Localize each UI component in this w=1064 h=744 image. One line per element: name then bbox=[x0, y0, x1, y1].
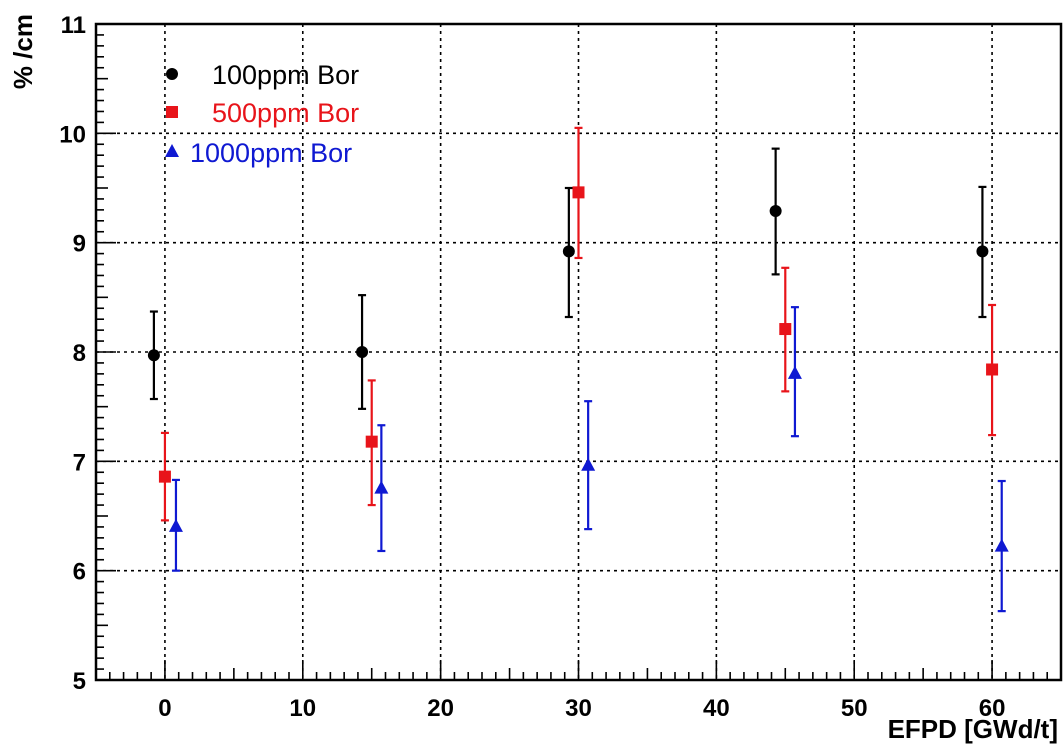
grid-lines bbox=[96, 24, 1061, 680]
y-tick-label: 8 bbox=[73, 340, 86, 367]
legend-item: 1000ppm Bor bbox=[165, 138, 352, 168]
legend-item: 500ppm Bor bbox=[166, 98, 359, 128]
y-tick-label: 7 bbox=[73, 449, 86, 476]
data-point-square bbox=[986, 363, 999, 376]
axis-ticks bbox=[95, 23, 1062, 681]
data-point-square bbox=[158, 470, 171, 483]
data-point-circle bbox=[356, 346, 369, 358]
x-tick-label: 0 bbox=[158, 695, 171, 722]
series-100ppm-bor bbox=[147, 147, 989, 410]
x-tick-label: 50 bbox=[841, 695, 868, 722]
legend: 100ppm Bor 500ppm Bor 1000ppm Bor bbox=[165, 60, 359, 168]
legend-item: 100ppm Bor bbox=[166, 60, 359, 90]
series-layer bbox=[147, 126, 1009, 613]
y-tick-label: 10 bbox=[59, 121, 86, 148]
data-point-triangle bbox=[168, 518, 183, 532]
plot-frame bbox=[94, 22, 1063, 682]
data-point-triangle bbox=[374, 480, 389, 494]
data-point-triangle bbox=[581, 457, 596, 471]
x-tick-label: 30 bbox=[565, 695, 592, 722]
data-point-triangle bbox=[165, 144, 179, 157]
x-tick-label: 40 bbox=[703, 695, 730, 722]
data-point-square bbox=[166, 106, 178, 118]
data-point-triangle bbox=[994, 538, 1009, 552]
data-point-square bbox=[365, 435, 378, 448]
y-tick-label: 11 bbox=[61, 12, 86, 39]
tick-labels: 0 10 20 30 40 50 60 5 6 7 8 9 10 11 bbox=[59, 12, 1005, 722]
y-tick-label: 5 bbox=[73, 668, 86, 695]
x-tick-label: 20 bbox=[427, 695, 454, 722]
y-tick-label: 9 bbox=[73, 231, 86, 258]
data-point-triangle bbox=[787, 365, 802, 379]
data-point-square bbox=[572, 186, 585, 199]
legend-label: 1000ppm Bor bbox=[190, 138, 352, 168]
x-tick-label: 60 bbox=[979, 695, 1006, 722]
data-point-circle bbox=[166, 68, 178, 80]
y-tick-label: 6 bbox=[73, 559, 86, 586]
x-tick-label: 10 bbox=[289, 695, 316, 722]
data-point-circle bbox=[976, 245, 989, 258]
series-1000ppm-bor bbox=[168, 306, 1009, 613]
legend-label: 500ppm Bor bbox=[212, 98, 359, 128]
data-point-circle bbox=[769, 204, 782, 217]
data-point-square bbox=[779, 323, 792, 336]
legend-label: 100ppm Bor bbox=[212, 60, 359, 90]
data-point-circle bbox=[147, 349, 160, 362]
series-500ppm-bor bbox=[158, 126, 999, 522]
y-axis-title: % /cm bbox=[8, 14, 38, 89]
data-point-circle bbox=[562, 245, 575, 258]
x-axis-title: EFPD [GWd/t] bbox=[888, 714, 1058, 744]
